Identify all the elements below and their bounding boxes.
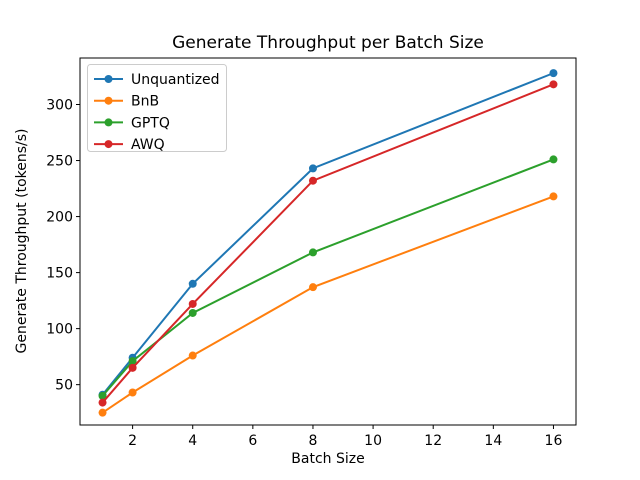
y-tick-label: 50 <box>55 378 73 394</box>
series-line-bnb <box>101 195 554 414</box>
data-point-bnb-x16 <box>549 192 558 201</box>
legend: Unquantized BnB GPTQ AWQ <box>87 64 227 153</box>
x-tick-label: 16 <box>545 433 563 449</box>
legend-marker-unquantized <box>104 75 113 83</box>
x-tick-label: 10 <box>364 433 382 449</box>
data-point-awq-x8 <box>308 176 317 185</box>
y-tick-label: 200 <box>46 210 73 226</box>
chart-title: Generate Throughput per Batch Size <box>172 33 484 53</box>
x-tick-label: 6 <box>248 433 257 449</box>
y-tick-label: 300 <box>46 98 73 114</box>
series-layer <box>98 69 558 417</box>
data-point-gptq-x8 <box>308 248 317 257</box>
data-point-bnb-x2 <box>128 388 137 397</box>
legend-marker-awq <box>104 140 113 149</box>
data-point-gptq-x2 <box>128 357 137 366</box>
data-point-gptq-x4 <box>188 308 197 317</box>
series-line-gptq <box>101 158 554 397</box>
legend-item-awq: AWQ <box>131 137 165 153</box>
data-point-awq-x2 <box>128 363 137 372</box>
legend-marker-bnb <box>104 96 113 105</box>
data-point-gptq-x16 <box>549 155 558 164</box>
data-point-unquantized-x8 <box>308 164 317 173</box>
legend-item-bnb: BnB <box>131 94 159 110</box>
data-point-awq-x4 <box>188 299 197 308</box>
legend-item-unquantized: Unquantized <box>131 72 220 88</box>
y-tick-label: 100 <box>46 322 73 338</box>
data-point-bnb-x1 <box>98 408 107 417</box>
data-point-unquantized-x4 <box>188 279 197 288</box>
data-point-bnb-x4 <box>188 351 197 360</box>
x-tick-label: 14 <box>484 433 502 449</box>
legend-item-gptq: GPTQ <box>131 115 170 131</box>
data-point-awq-x16 <box>549 80 558 89</box>
legend-marker-gptq <box>104 118 113 127</box>
x-axis-label: Batch Size <box>291 451 364 467</box>
data-point-gptq-x1 <box>98 391 107 400</box>
data-point-bnb-x8 <box>308 283 317 292</box>
plot-area <box>79 57 577 426</box>
x-tick-label: 4 <box>188 433 197 449</box>
tick-layer: 2 4 6 8 10 12 14 16 50 100 150 200 250 300 <box>46 98 562 449</box>
legend-box <box>87 64 227 152</box>
x-tick-label: 12 <box>424 433 442 449</box>
y-axis-label: Generate Throughput (tokens/s) <box>14 129 30 354</box>
x-tick-label: 2 <box>128 433 137 449</box>
x-tick-label: 8 <box>309 433 318 449</box>
data-point-unquantized-x16 <box>549 69 558 78</box>
y-tick-label: 250 <box>46 154 73 170</box>
data-point-awq-x1 <box>98 398 107 407</box>
y-tick-label: 150 <box>46 266 73 282</box>
